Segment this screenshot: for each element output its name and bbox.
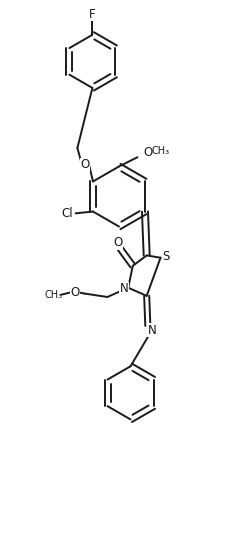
Text: S: S <box>163 250 170 263</box>
Text: CH₃: CH₃ <box>45 289 63 300</box>
Text: N: N <box>120 282 128 295</box>
Text: O: O <box>113 236 122 249</box>
Text: Cl: Cl <box>62 208 73 221</box>
Text: O: O <box>143 146 152 159</box>
Text: N: N <box>148 324 157 337</box>
Text: CH₃: CH₃ <box>152 146 170 156</box>
Text: F: F <box>89 8 96 21</box>
Text: O: O <box>81 158 90 171</box>
Text: O: O <box>70 286 80 299</box>
